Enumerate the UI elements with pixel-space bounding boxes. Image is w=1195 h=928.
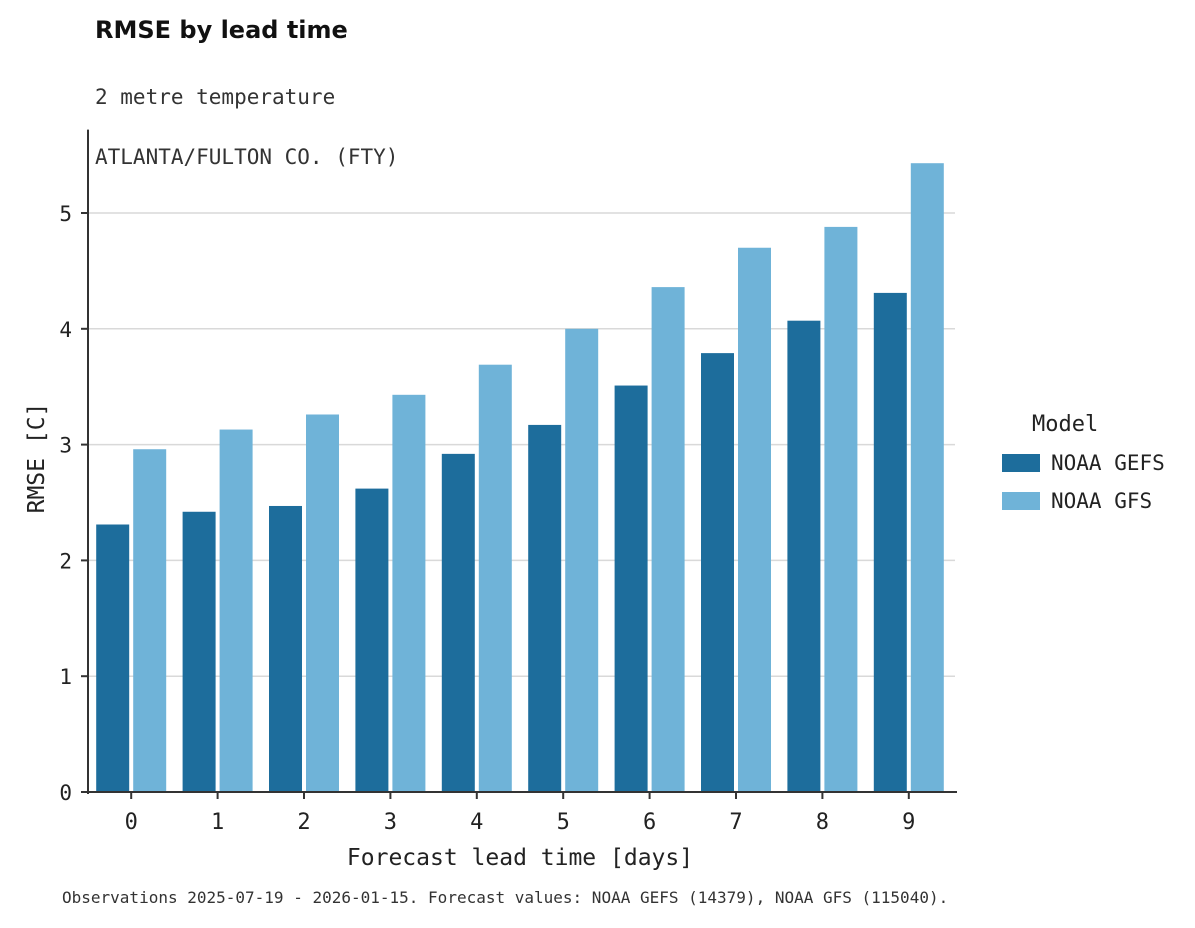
bar-noaa-gfs-lead-2 — [306, 414, 339, 792]
bar-noaa-gefs-lead-6 — [614, 385, 648, 792]
bar-noaa-gfs-lead-3 — [392, 394, 426, 792]
legend-swatch-noaa-gfs — [1002, 492, 1040, 510]
bar-noaa-gfs-lead-6 — [651, 287, 685, 792]
bar-noaa-gefs-lead-3 — [355, 488, 389, 792]
footer-note: Observations 2025-07-19 - 2026-01-15. Fo… — [62, 888, 949, 907]
bar-noaa-gfs-lead-7 — [738, 247, 771, 793]
chart-title: RMSE by lead time — [95, 16, 348, 44]
bar-noaa-gefs-lead-2 — [269, 505, 302, 792]
bar-noaa-gefs-lead-7 — [701, 353, 734, 792]
legend-title: Model — [1032, 412, 1099, 437]
x-tick-label-1: 1 — [211, 810, 224, 835]
y-axis-label: RMSE [C] — [24, 402, 50, 514]
bar-noaa-gefs-lead-9 — [873, 292, 907, 792]
bar-noaa-gfs-lead-1 — [219, 429, 253, 792]
bar-noaa-gfs-lead-0 — [133, 449, 167, 792]
x-tick-label-7: 7 — [729, 810, 742, 835]
bar-noaa-gfs-lead-4 — [478, 364, 512, 792]
legend-item-noaa-gfs: NOAA GFS — [1002, 489, 1165, 513]
bar-noaa-gefs-lead-4 — [441, 453, 475, 792]
x-tick-label-2: 2 — [297, 810, 310, 835]
chart-subtitle: 2 metre temperature ATLANTA/FULTON CO. (… — [95, 52, 398, 202]
x-tick-label-6: 6 — [643, 810, 656, 835]
legend: Model NOAA GEFS NOAA GFS — [1002, 412, 1165, 527]
x-tick-label-9: 9 — [902, 810, 915, 835]
chart-subtitle-line1: 2 metre temperature — [95, 85, 336, 109]
y-tick-label-2: 2 — [59, 549, 72, 573]
x-tick-label-8: 8 — [816, 810, 829, 835]
bar-noaa-gfs-lead-9 — [910, 163, 944, 792]
x-tick-label-5: 5 — [557, 810, 570, 835]
x-tick-label-0: 0 — [125, 810, 138, 835]
bar-noaa-gefs-lead-8 — [787, 320, 821, 792]
bar-noaa-gefs-lead-0 — [96, 524, 130, 792]
y-tick-label-3: 3 — [59, 434, 72, 458]
bar-noaa-gefs-lead-5 — [528, 424, 562, 792]
x-tick-label-3: 3 — [384, 810, 397, 835]
y-tick-label-1: 1 — [59, 665, 72, 689]
bar-noaa-gfs-lead-5 — [565, 328, 599, 792]
y-tick-label-4: 4 — [59, 318, 72, 342]
legend-label-noaa-gfs: NOAA GFS — [1051, 489, 1153, 513]
legend-label-noaa-gefs: NOAA GEFS — [1051, 451, 1165, 475]
x-axis-label: Forecast lead time [days] — [346, 845, 694, 871]
bar-noaa-gfs-lead-8 — [824, 226, 858, 792]
x-tick-label-4: 4 — [470, 810, 483, 835]
y-tick-label-0: 0 — [59, 781, 72, 805]
legend-swatch-noaa-gefs — [1002, 454, 1040, 472]
legend-item-noaa-gefs: NOAA GEFS — [1002, 451, 1165, 475]
chart-subtitle-line2: ATLANTA/FULTON CO. (FTY) — [95, 145, 399, 169]
y-tick-label-5: 5 — [59, 202, 72, 226]
bar-noaa-gefs-lead-1 — [182, 511, 216, 792]
